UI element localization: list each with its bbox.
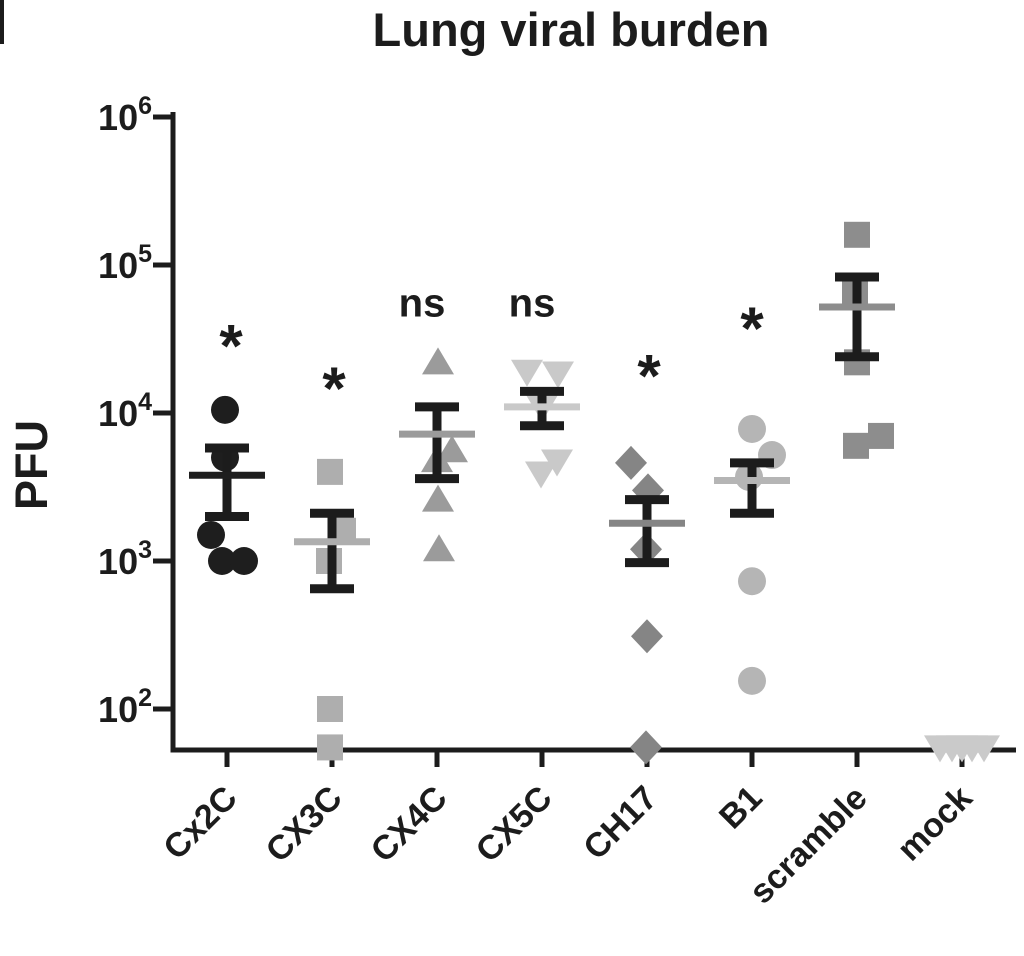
- x-axis-group-label: CX3C: [259, 779, 350, 870]
- data-point: [436, 435, 468, 463]
- data-point: [422, 484, 454, 512]
- data-point: [511, 359, 543, 387]
- data-point: [630, 730, 662, 765]
- significance-label: *: [219, 312, 243, 379]
- data-point: [738, 666, 766, 695]
- data-point: [230, 547, 258, 575]
- x-axis-group-label: CX4C: [364, 779, 455, 870]
- data-point: [968, 735, 1000, 763]
- chart-title: Lung viral burden: [372, 3, 770, 56]
- y-tick-exponent: 4: [138, 388, 152, 416]
- data-point: [843, 432, 869, 459]
- data-point: [738, 567, 766, 596]
- x-axis-group-label: CX5C: [469, 779, 560, 870]
- y-tick-exponent: 3: [138, 536, 152, 564]
- data-point: [197, 520, 225, 549]
- x-axis-group-label: Cx2C: [156, 779, 244, 867]
- data-point: [211, 395, 239, 424]
- significance-label: *: [740, 295, 764, 362]
- x-axis-group-label: CH17: [576, 779, 664, 867]
- data-point: [525, 461, 557, 489]
- data-point: [317, 458, 343, 485]
- x-axis-group-label: mock: [890, 779, 980, 869]
- data-point: [208, 547, 236, 575]
- data-point: [541, 449, 573, 477]
- y-tick-exponent: 2: [138, 684, 152, 712]
- significance-label: ns: [509, 281, 556, 325]
- data-point: [738, 414, 766, 443]
- y-tick-exponent: 6: [138, 92, 152, 120]
- y-tick-exponent: 5: [138, 240, 152, 268]
- y-tick-label: 105: [98, 240, 152, 286]
- significance-label: *: [637, 342, 661, 409]
- data-point: [423, 534, 455, 562]
- data-point: [542, 361, 574, 389]
- data-point: [868, 422, 894, 449]
- data-point: [422, 347, 454, 375]
- scan-artifact-mark: [0, 0, 4, 44]
- y-tick-label: 103: [98, 536, 152, 582]
- data-point: [844, 221, 870, 248]
- data-point: [631, 619, 663, 654]
- y-tick-label: 106: [98, 92, 152, 138]
- data-point: [615, 445, 647, 480]
- y-tick-label: 104: [98, 388, 152, 434]
- significance-label: *: [322, 355, 346, 422]
- significance-label: ns: [399, 281, 446, 325]
- data-point: [317, 696, 343, 722]
- y-tick-label: 102: [98, 684, 152, 730]
- data-point: [317, 734, 343, 761]
- x-axis-group-label: B1: [712, 779, 770, 837]
